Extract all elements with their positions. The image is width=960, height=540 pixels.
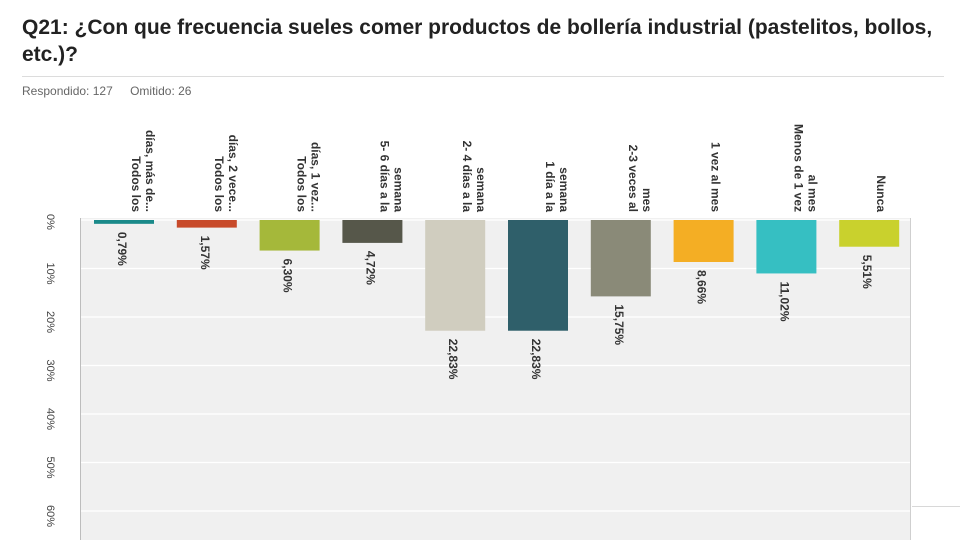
y-tick-label: 60%	[44, 505, 56, 527]
category-label: 1 día a lasemana	[543, 161, 571, 212]
data-label: 15,75%	[612, 304, 626, 345]
data-label: 4,72%	[363, 251, 377, 285]
category-label: Nunca	[874, 175, 888, 212]
category-label: 5- 6 días a lasemana	[377, 141, 405, 213]
y-tick-label: 50%	[44, 457, 56, 479]
divider	[22, 76, 944, 77]
bar	[94, 220, 154, 224]
category-label: 1 vez al mes	[709, 142, 723, 212]
page-title: Q21: ¿Con que frecuencia sueles comer pr…	[22, 16, 933, 66]
bar	[342, 220, 403, 243]
category-label: 2-3 veces almes	[626, 145, 654, 213]
respondido-count: Respondido: 127	[22, 84, 113, 98]
bar	[176, 220, 237, 228]
data-label: 1,57%	[198, 236, 212, 270]
bar	[508, 220, 568, 331]
data-label: 11,02%	[777, 281, 791, 321]
category-label: 2- 4 días a lasemana	[460, 141, 488, 213]
category-label: Todos losdías, 2 vece...	[212, 135, 240, 213]
bar	[839, 220, 900, 247]
bar	[259, 220, 320, 251]
category-label: Menos de 1 vezal mes	[791, 124, 819, 212]
response-summary: Respondido: 127 Omitido: 26	[22, 84, 205, 98]
category-label: Todos losdías, más de...	[129, 130, 157, 212]
bar	[425, 220, 486, 331]
y-tick-label: 0%	[44, 214, 56, 230]
y-tick-label: 10%	[44, 263, 56, 285]
bar	[590, 220, 651, 297]
category-label: Todos losdías, 1 vez...	[295, 142, 323, 212]
omitido-count: Omitido: 26	[130, 84, 192, 98]
y-tick-label: 30%	[44, 360, 56, 382]
y-tick-label: 40%	[44, 408, 56, 430]
y-tick-label: 20%	[44, 311, 56, 333]
data-label: 8,66%	[695, 270, 709, 304]
data-label: 22,83%	[529, 339, 543, 380]
data-label: 0,79%	[115, 232, 129, 266]
data-label: 22,83%	[446, 339, 460, 380]
data-label: 6,30%	[281, 259, 295, 293]
bar	[673, 220, 734, 263]
bar	[756, 220, 817, 274]
data-label: 5,51%	[860, 255, 874, 289]
